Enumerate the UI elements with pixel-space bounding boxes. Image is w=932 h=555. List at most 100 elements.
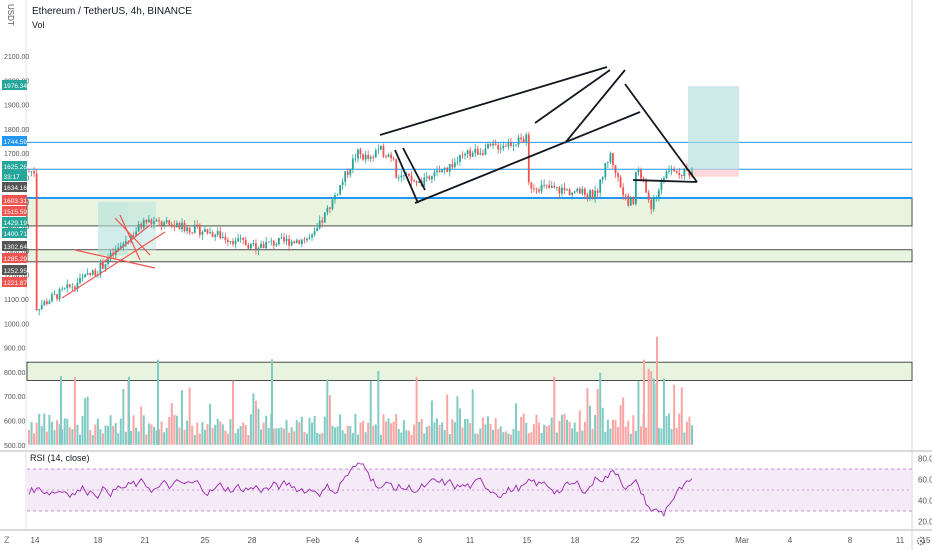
- trend-line[interactable]: [61, 231, 166, 299]
- trend-line[interactable]: [379, 66, 608, 136]
- price-tick-label: 1400.00: [4, 224, 29, 231]
- volume-bar: [232, 380, 234, 445]
- candle-body: [186, 227, 188, 231]
- zoom-icon[interactable]: Z: [4, 535, 10, 545]
- candle-body: [596, 190, 599, 193]
- candle-body: [275, 244, 278, 246]
- volume-bar: [252, 393, 255, 445]
- volume-bar: [254, 400, 257, 445]
- trend-line[interactable]: [119, 214, 141, 261]
- candle-body: [125, 241, 127, 244]
- volume-bar: [226, 433, 229, 445]
- candle-body: [94, 270, 97, 276]
- volume-bar: [413, 424, 416, 445]
- candle-body: [663, 178, 665, 182]
- volume-bar: [186, 420, 189, 445]
- candle-body: [122, 243, 125, 246]
- volume-bar: [606, 419, 609, 445]
- price-tag-text: 1302.64: [4, 244, 28, 251]
- time-tick-label: 15: [922, 536, 931, 545]
- candle-body: [530, 182, 533, 189]
- volume-bar: [560, 414, 563, 445]
- volume-bar: [191, 425, 194, 445]
- volume-bar: [415, 376, 418, 445]
- volume-bar: [152, 426, 155, 445]
- volume-bar: [650, 371, 653, 445]
- trend-line[interactable]: [394, 149, 419, 204]
- volume-bar: [211, 427, 214, 445]
- candle-body: [410, 175, 413, 181]
- gear-icon[interactable]: [916, 536, 926, 546]
- support-zone: [26, 249, 913, 263]
- trend-line[interactable]: [564, 69, 626, 144]
- candle-body: [76, 282, 79, 289]
- price-tag: [2, 182, 27, 192]
- volume-bar: [219, 421, 222, 445]
- volume-bar: [484, 424, 487, 445]
- candle-body: [30, 171, 33, 173]
- candle-body: [71, 286, 74, 288]
- candle-body: [267, 241, 270, 243]
- candle-body: [53, 294, 56, 295]
- candle-body: [599, 179, 602, 193]
- trend-line[interactable]: [74, 249, 156, 269]
- volume-bar: [60, 376, 62, 445]
- candle-body: [372, 156, 375, 158]
- trend-line[interactable]: [632, 179, 698, 183]
- long-stop-box[interactable]: [688, 169, 739, 177]
- volume-bar: [354, 413, 357, 445]
- candle-body: [489, 143, 492, 146]
- volume-bar: [91, 435, 94, 445]
- volume-bar: [558, 420, 561, 445]
- volume-bar: [76, 424, 79, 445]
- candle-body: [433, 172, 436, 177]
- volume-bar: [99, 429, 102, 445]
- trend-line[interactable]: [624, 83, 698, 183]
- volume-bar: [535, 414, 538, 445]
- trend-line[interactable]: [99, 224, 151, 266]
- candle-body: [647, 192, 650, 200]
- volume-bar: [382, 414, 385, 445]
- candle-body: [576, 188, 579, 192]
- candle-body: [675, 171, 678, 173]
- volume-bar: [647, 368, 650, 445]
- candle-body: [232, 240, 234, 245]
- candle-body: [673, 169, 676, 172]
- volume-bar: [300, 416, 303, 445]
- currency-label: USDT: [6, 4, 15, 26]
- candle-body: [624, 195, 627, 196]
- candle-body: [51, 294, 53, 302]
- volume-bar: [591, 429, 594, 445]
- candle-body: [683, 168, 686, 177]
- candle-body: [351, 158, 354, 170]
- candle-body: [119, 245, 122, 248]
- trend-line[interactable]: [534, 69, 611, 124]
- volume-bar: [583, 421, 586, 445]
- volume-bar: [387, 418, 390, 445]
- trend-line[interactable]: [414, 111, 641, 204]
- volume-bar: [645, 427, 648, 445]
- volume-bar: [334, 427, 336, 445]
- volume-bar: [443, 429, 446, 445]
- svg-text:USDT: USDT: [6, 4, 15, 26]
- candle-body: [402, 175, 405, 176]
- volume-bar: [656, 336, 658, 445]
- candle-body: [313, 231, 316, 235]
- trend-line[interactable]: [402, 147, 426, 191]
- volume-bar: [374, 424, 377, 445]
- gear-icon-hub: [919, 539, 923, 543]
- price-tag-text: 1429.19: [4, 220, 28, 227]
- trend-line[interactable]: [114, 217, 151, 256]
- candle-body: [591, 190, 594, 199]
- candle-body: [469, 150, 472, 157]
- time-tick-label: 18: [571, 536, 580, 545]
- long-target-box[interactable]: [688, 86, 739, 170]
- candle-body: [474, 148, 477, 153]
- volume-bar: [158, 429, 161, 445]
- candle-body: [476, 148, 479, 155]
- volume-bar: [466, 418, 469, 445]
- volume-bar: [619, 405, 622, 445]
- volume-bar: [183, 429, 186, 445]
- candle-body: [395, 159, 398, 178]
